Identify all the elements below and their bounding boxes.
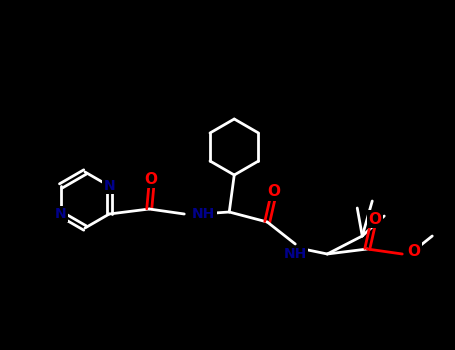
- Text: N: N: [55, 207, 66, 221]
- Text: NH: NH: [192, 207, 216, 221]
- Text: N: N: [103, 179, 115, 193]
- Text: O: O: [407, 244, 420, 259]
- Text: O: O: [369, 211, 382, 226]
- Text: O: O: [268, 184, 281, 200]
- Text: O: O: [145, 172, 158, 187]
- Text: NH: NH: [283, 247, 307, 261]
